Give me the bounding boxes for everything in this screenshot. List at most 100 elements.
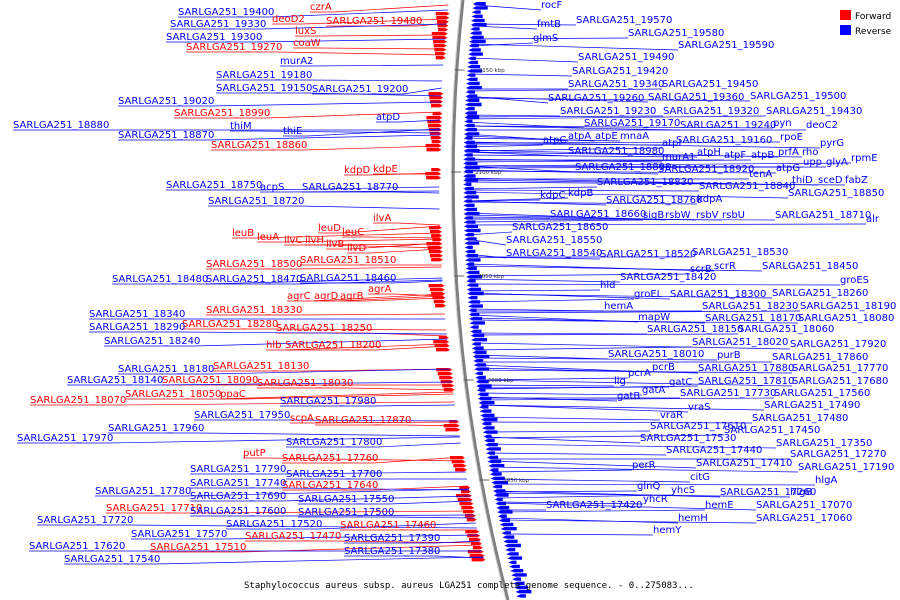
label-connector (334, 4, 449, 13)
gene-label: hemE (705, 500, 734, 511)
label-connector (465, 141, 821, 149)
reverse-feature-arrow (466, 77, 478, 81)
label-connector (366, 236, 441, 239)
gene-label: fmtB (537, 19, 561, 30)
gene-label: SARLGA251_17680 (792, 376, 888, 387)
label-connector (479, 392, 643, 396)
gene-label: yhcS (671, 485, 695, 496)
gene-label: glmS (533, 33, 558, 44)
forward-feature-arrow (439, 376, 454, 380)
gene-label: tenA (749, 169, 772, 180)
reverse-feature-arrow (464, 249, 476, 254)
label-connector (108, 436, 460, 444)
label-connector (364, 297, 444, 302)
gene-label: SARLGA251_18020 (692, 337, 788, 348)
forward-feature-arrow (430, 104, 443, 108)
gene-label: SARLGA251_18990 (174, 108, 270, 119)
reverse-features (463, 2, 532, 598)
label-connector (302, 18, 448, 25)
label-connector (155, 556, 484, 565)
gene-label: SARLGA251_18190 (800, 301, 896, 312)
reverse-feature-arrow (467, 65, 481, 69)
gene-label: SARLGA251_18240 (104, 336, 200, 347)
reverse-feature-arrow (496, 506, 510, 510)
reverse-feature-arrow (479, 405, 489, 409)
label-connector (310, 64, 444, 67)
gene-label: SARLGA251_18070 (30, 395, 126, 406)
label-connector (489, 460, 697, 469)
label-connector (486, 443, 777, 449)
forward-feature-arrow (432, 112, 443, 116)
label-connector (493, 478, 691, 483)
gene-label: SARLGA251_19300 (166, 32, 262, 43)
reverse-feature-arrow (463, 224, 479, 228)
label-connector (311, 293, 444, 302)
label-connector (470, 310, 801, 314)
gene-label: SARLGA251_17640 (282, 480, 378, 491)
reverse-feature-arrow (465, 270, 480, 275)
label-connector (254, 130, 440, 134)
label-connector (466, 238, 507, 246)
forward-feature-arrow (428, 124, 443, 128)
label-connector (467, 265, 763, 272)
gene-label: thiE (283, 126, 302, 137)
gene-label: SARLGA251_17710 (106, 503, 202, 514)
gene-label: ilvD (347, 243, 366, 254)
forward-feature-arrow (464, 514, 476, 518)
forward-feature-arrow (461, 506, 475, 510)
gene-label: pcrA (628, 368, 651, 379)
reverse-feature-arrow (479, 409, 492, 413)
reverse-feature-arrow (495, 501, 507, 506)
gene-label: SARLGA251_18720 (208, 196, 304, 207)
forward-feature-arrow (430, 100, 444, 104)
label-connector (209, 101, 441, 107)
gene-label: SARLGA251_19500 (750, 91, 846, 102)
gene-label: yhcR (643, 494, 668, 505)
label-connector (180, 331, 447, 335)
gene-label: SARLGA251_18150 (647, 324, 743, 335)
forward-feature-arrow (428, 284, 445, 288)
reverse-feature-arrow (463, 170, 474, 174)
gene-label: atpF (724, 150, 746, 161)
gene-label: SARLGA251_18010 (608, 349, 704, 360)
label-connector (493, 483, 816, 486)
gene-label: kdpC (540, 190, 565, 201)
label-connector (490, 466, 799, 473)
forward-feature-arrow (428, 92, 444, 96)
forward-feature-arrow (457, 498, 473, 502)
reverse-feature-arrow (468, 48, 481, 52)
label-connector (403, 87, 442, 95)
genome-backbone (451, 0, 510, 600)
label-connector (435, 555, 484, 559)
reverse-feature-arrow (466, 279, 476, 283)
gene-label: SARLGA251_19420 (572, 66, 668, 77)
reverse-feature-arrow (484, 438, 495, 443)
gene-label: SARLGA251_18500 (206, 259, 302, 270)
reverse-feature-arrow (469, 325, 479, 329)
forward-feature-arrow (433, 340, 450, 344)
gene-label: SARLGA251_18200 (285, 340, 381, 351)
label-connector (469, 292, 671, 300)
forward-feature-arrow (466, 518, 477, 522)
gene-label: SARLGA251_19240 (680, 120, 776, 131)
reverse-feature-arrow (463, 144, 478, 149)
label-connector (466, 125, 774, 129)
reverse-feature-arrow (463, 186, 474, 191)
gene-label: SARLGA251_18510 (300, 255, 396, 266)
forward-feature-arrow (426, 148, 442, 152)
reverse-feature-arrow (464, 241, 480, 245)
forward-feature-arrow (429, 288, 445, 292)
reverse-feature-arrow (504, 543, 521, 548)
gene-label: SARLGA251_19340 (568, 79, 664, 90)
gene-label: perR (632, 460, 656, 471)
gene-label: SARLGA251_17810 (698, 376, 794, 387)
gene-label: SARLGA251_18860 (211, 140, 307, 151)
label-connector (121, 401, 455, 406)
label-connector (269, 9, 448, 18)
gene-label: gatA (642, 385, 665, 396)
reverse-feature-arrow (464, 102, 482, 107)
gene-label: atpH (697, 147, 721, 158)
gene-label: SARLGA251_17610 (650, 421, 746, 432)
label-connector (307, 92, 442, 97)
gene-label: prfA (778, 147, 799, 158)
